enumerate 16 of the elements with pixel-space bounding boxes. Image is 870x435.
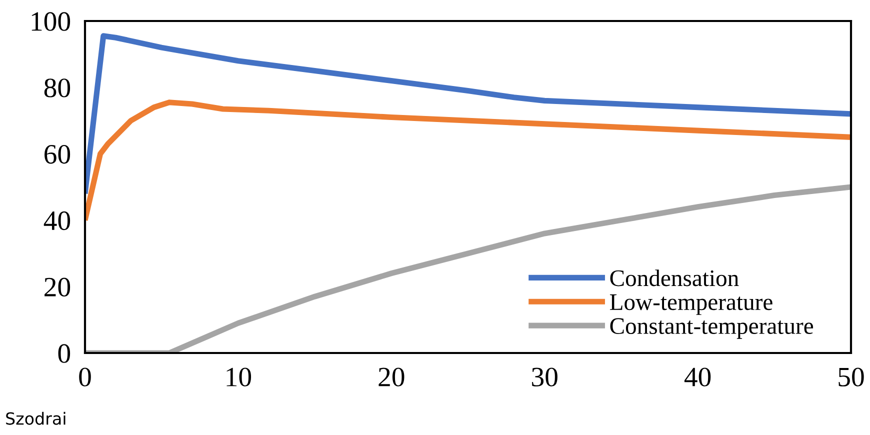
legend-label: Condensation [610,270,739,286]
y-tick-label: 80 [44,78,70,98]
legend-label: Low-temperature [610,294,772,315]
y-tick-label: 100 [32,12,70,31]
y-tick-label: 60 [44,144,70,164]
x-tick-label: 30 [532,368,558,386]
legend-label: Constant-temperature [610,318,814,339]
y-tick-label: 40 [44,211,70,230]
x-tick-label: 20 [378,368,404,386]
x-tick-label: 10 [226,368,252,386]
text: Szodrai [6,412,66,425]
y-tick-label: 20 [44,278,70,297]
x-tick-label: 50 [838,368,864,386]
x-tick-label: 0 [79,368,91,386]
y-tick-label: 0 [58,344,70,363]
x-tick-label: 40 [684,368,711,386]
